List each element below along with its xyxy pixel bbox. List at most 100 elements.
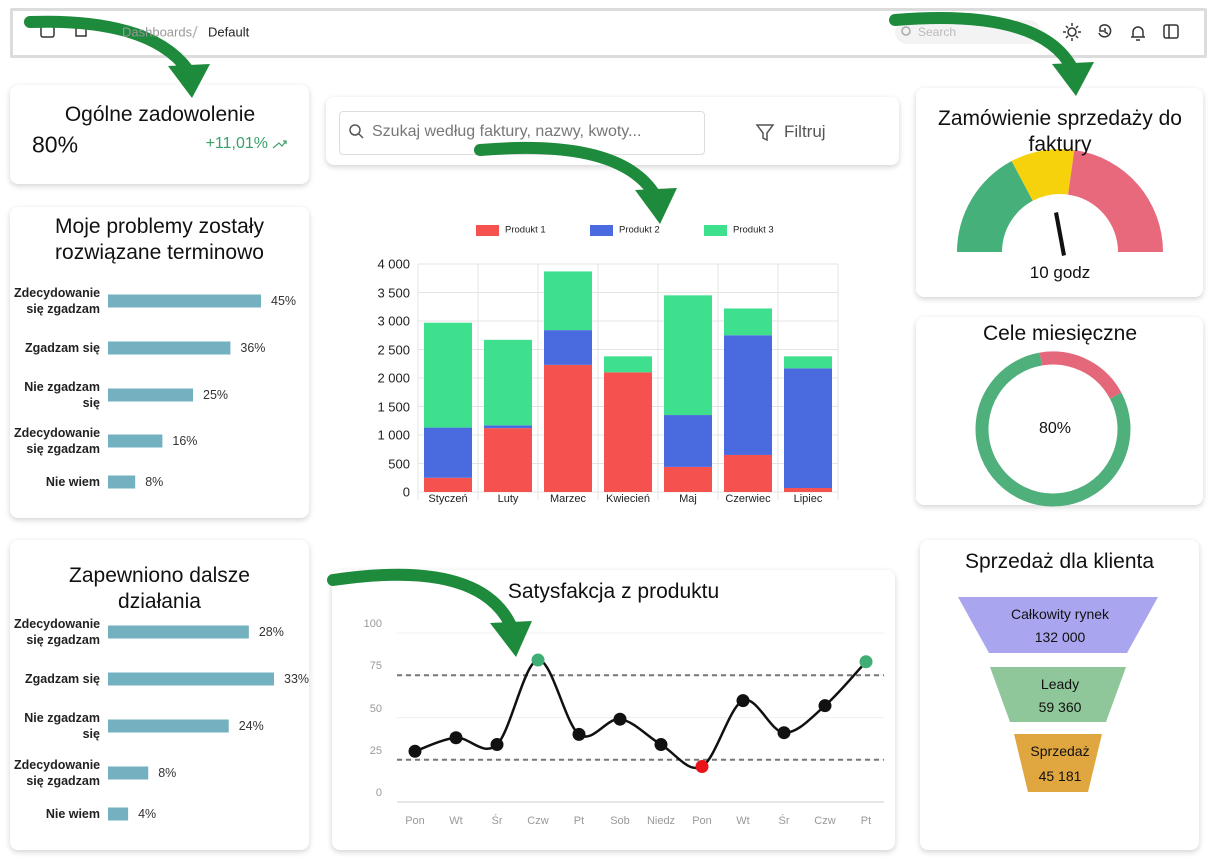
y-tick-label: 4 000	[377, 256, 410, 272]
legend-label: Produkt 2	[619, 224, 660, 236]
bar	[108, 475, 136, 489]
point	[859, 655, 873, 669]
breadcrumb-current: Default	[208, 24, 250, 40]
bar	[108, 672, 274, 686]
bar-segment	[664, 295, 712, 416]
category-label: Zdecydowanie się zgadzam	[14, 426, 101, 456]
gauge-band	[1068, 150, 1163, 252]
search-icon	[901, 26, 911, 36]
y-tick-label: 3 500	[377, 285, 410, 300]
value-label: 24%	[238, 719, 264, 733]
value-label: 45%	[271, 294, 297, 308]
search-input-icon	[349, 124, 361, 136]
bar-segment	[784, 368, 832, 489]
point	[654, 738, 668, 752]
y-tick-label: 0	[402, 484, 410, 500]
bar-segment	[484, 428, 532, 492]
x-tick-label: Maj	[679, 493, 697, 505]
card-title: Zapewniono dalsze działania	[69, 564, 250, 613]
bar	[108, 341, 231, 355]
point	[736, 694, 750, 708]
x-tick-label: Lipiec	[793, 493, 823, 505]
point	[449, 731, 463, 745]
arrow	[474, 141, 661, 201]
donut-rest	[1039, 351, 1122, 399]
bar-segment	[484, 339, 532, 426]
x-tick-label: Czw	[814, 815, 836, 827]
gauge-band	[1011, 149, 1075, 201]
x-tick-label: Śr	[778, 815, 790, 827]
x-tick-label: Niedz	[646, 815, 676, 827]
header-search-placeholder: Search	[918, 25, 957, 39]
y-tick-label: 0	[375, 787, 382, 799]
panel-icon[interactable]	[1163, 24, 1179, 39]
filter-button[interactable]: Filtruj	[784, 122, 826, 141]
value-label: 16%	[172, 434, 198, 448]
value-label: 28%	[258, 625, 284, 639]
separator	[192, 25, 198, 39]
bar	[108, 388, 193, 402]
card-title: Moje problemy zostały rozwiązane termino…	[55, 215, 264, 264]
theme-icon[interactable]	[1067, 27, 1077, 37]
legend-swatch	[476, 225, 499, 236]
arrow	[889, 12, 1078, 74]
x-tick-label: Czw	[527, 815, 549, 827]
point	[408, 744, 422, 758]
funnel-label: Sprzedaż	[1030, 743, 1090, 760]
y-tick-label: 3 000	[377, 313, 410, 329]
bar-segment	[784, 356, 832, 369]
filter-icon[interactable]	[755, 124, 775, 142]
bar-segment	[724, 335, 772, 455]
value-label: 8%	[145, 475, 164, 489]
legend-swatch	[704, 225, 727, 236]
trend-icon	[272, 140, 287, 149]
x-tick-label: Pon	[692, 815, 712, 827]
kpi-value: 80%	[32, 131, 79, 158]
bar-segment	[544, 364, 592, 492]
bar-segment	[724, 308, 772, 336]
bar-segment	[664, 415, 712, 467]
point	[695, 760, 709, 774]
category-label: Zgadzam się	[24, 341, 100, 355]
legend-label: Produkt 3	[733, 224, 774, 236]
y-tick-label: 75	[369, 660, 382, 673]
category-label: Zgadzam się	[24, 672, 100, 686]
point	[818, 699, 832, 713]
gauge-label: 10 godz	[1029, 263, 1091, 282]
y-tick-label: 50	[369, 702, 382, 715]
value-label: 8%	[158, 766, 177, 780]
category-label: Nie zgadzam się	[24, 380, 100, 410]
bell-icon[interactable]	[1131, 26, 1145, 41]
x-tick-label: Styczeń	[428, 493, 468, 505]
arrow	[24, 15, 194, 76]
arrow-head	[1052, 62, 1094, 96]
funnel-value: 45 181	[1038, 767, 1082, 784]
history-icon[interactable]	[1098, 24, 1112, 38]
x-tick-label: Kwiecień	[605, 493, 651, 505]
bar	[108, 807, 129, 821]
kpi-title: Ogólne zadowolenie	[64, 103, 256, 126]
y-tick-label: 25	[369, 744, 382, 757]
kpi-card	[10, 85, 309, 184]
bar-segment	[424, 427, 472, 478]
value-label: 4%	[138, 807, 157, 821]
card-title: Satysfakcja z produktu	[507, 580, 720, 603]
x-tick-label: Czerwiec	[725, 493, 771, 505]
x-tick-label: Śr	[491, 815, 503, 827]
breadcrumb-item[interactable]: Dashboards	[122, 24, 193, 40]
point	[531, 653, 545, 667]
bar	[108, 434, 163, 448]
line-card	[332, 570, 895, 850]
card-title: Zamówienie sprzedaży do faktury	[938, 107, 1182, 156]
bar	[108, 625, 249, 639]
bar	[108, 719, 229, 733]
category-label: Nie wiem	[45, 807, 100, 821]
x-tick-label: Pt	[573, 815, 585, 827]
value-label: 33%	[284, 672, 310, 686]
category-label: Nie wiem	[45, 475, 100, 489]
search-placeholder: Szukaj według faktury, nazwy, kwoty...	[372, 123, 642, 140]
survey-card	[10, 207, 309, 518]
bar-segment	[724, 454, 772, 492]
funnel-value: 59 360	[1038, 698, 1082, 715]
